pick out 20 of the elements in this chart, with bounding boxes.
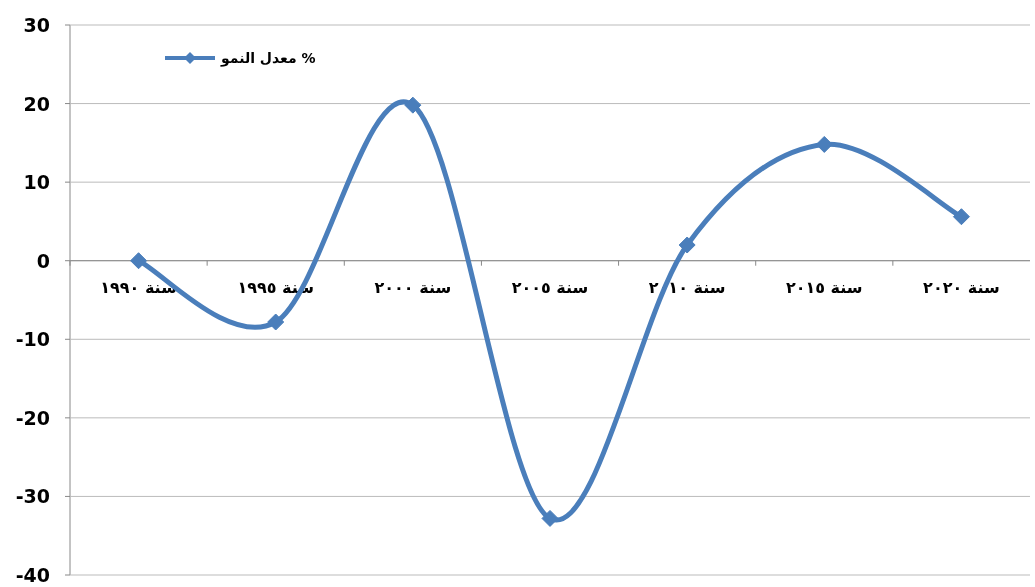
y-tick-label: 0 — [36, 249, 50, 272]
y-tick-label: -10 — [15, 328, 50, 351]
y-tick-label: -40 — [15, 564, 50, 586]
point — [678, 236, 696, 254]
point — [952, 208, 970, 226]
y-tick-label: -30 — [15, 485, 50, 508]
point — [267, 313, 285, 331]
point — [404, 96, 422, 114]
x-tick-label: سنة ٢٠١٥ — [785, 277, 863, 297]
point — [541, 509, 559, 527]
y-tick-label: 10 — [23, 171, 50, 194]
point — [130, 252, 148, 270]
point — [815, 135, 833, 153]
x-tick-label: سنة ٢٠٠٠ — [374, 277, 452, 297]
y-tick-label: 20 — [23, 92, 50, 115]
y-tick-label: -20 — [15, 406, 50, 429]
x-tick-label: سنة ٢٠٠٥ — [511, 277, 589, 297]
legend-label: معدل النمو % — [220, 50, 316, 67]
x-tick-label: سنة ٢٠٢٠ — [923, 277, 1000, 297]
y-tick-label: 30 — [23, 14, 50, 36]
